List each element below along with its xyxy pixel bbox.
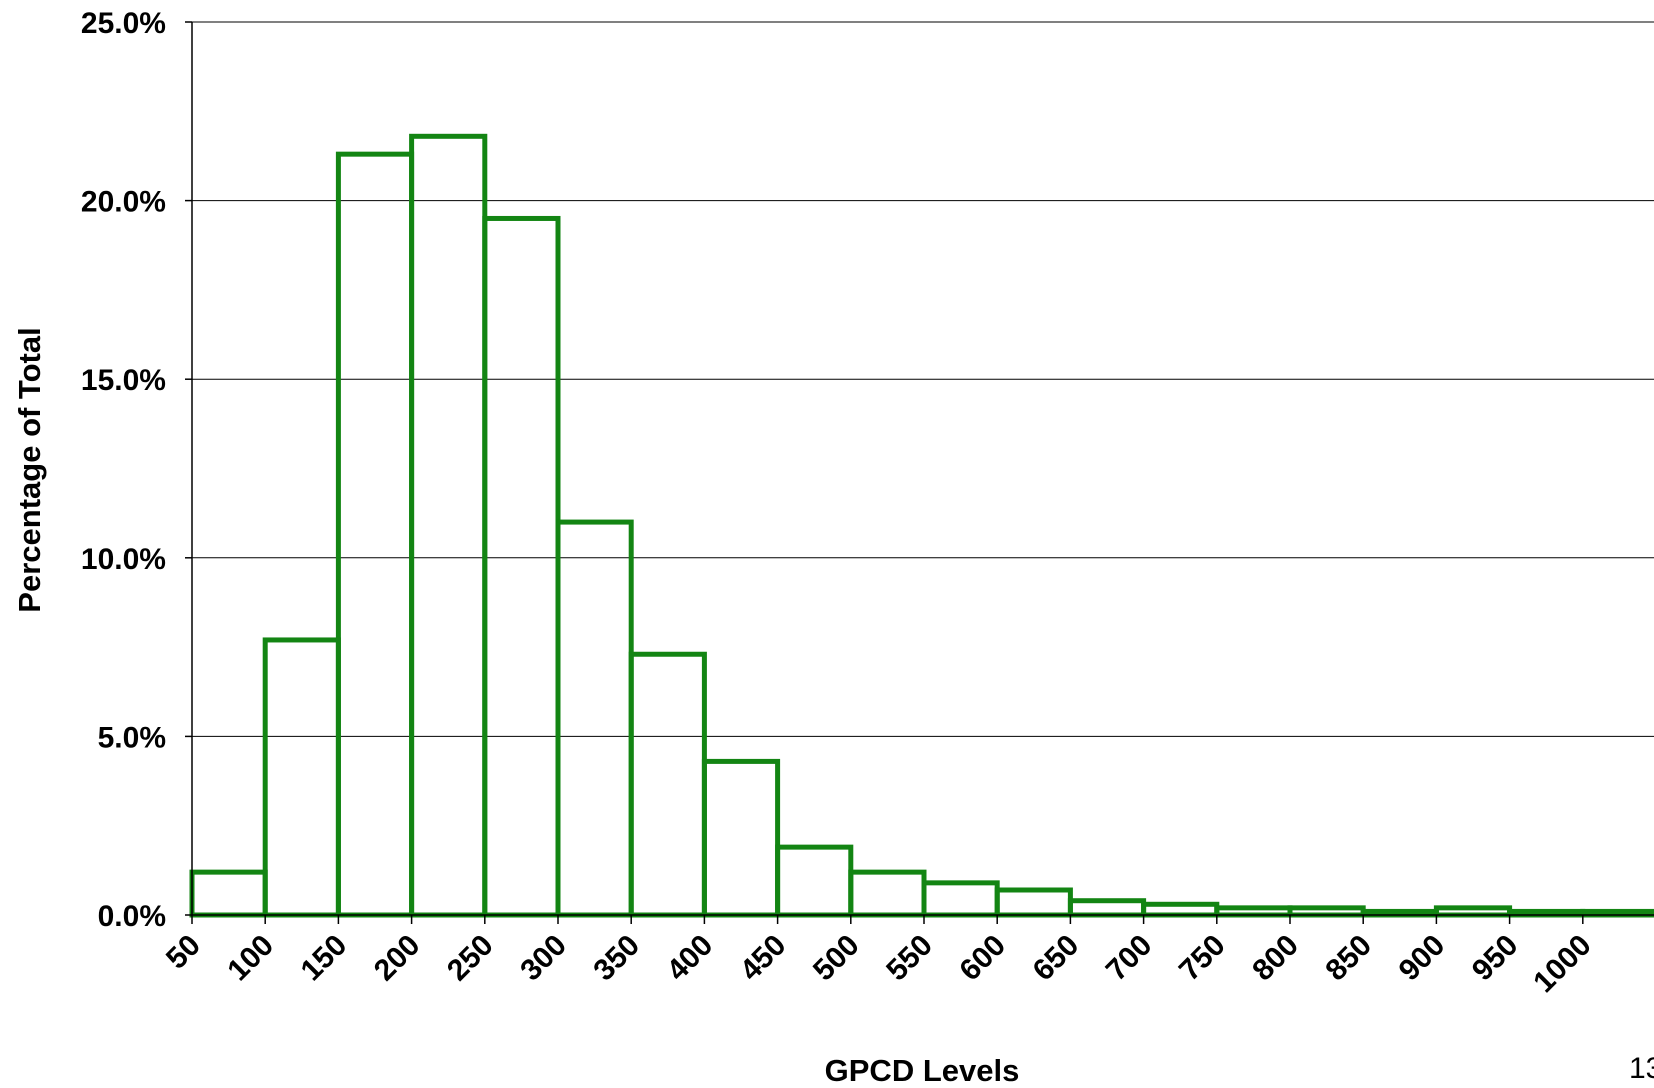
x-tick-labels: 50 100 150 200 250 300 350 400 450 500 550 600 650 70… [160,915,1598,999]
bars [189,133,1654,918]
histogram-bar [848,869,927,918]
x-tick-label: 950 [1466,929,1525,988]
x-tick-label: 300 [514,929,573,988]
histogram-bar [1141,901,1220,918]
y-tick-label: 5.0% [98,721,166,754]
histogram-bar [555,519,634,918]
axes [191,22,1654,916]
x-tick-label: 50 [160,929,207,976]
x-tick-label: 150 [295,929,354,988]
x-tick-label: 700 [1100,929,1159,988]
x-tick-label: 250 [441,929,500,988]
histogram-bar [775,844,854,918]
x-axis-title: GPCD Levels [825,1053,1020,1088]
y-tick-label: 10.0% [81,543,166,576]
x-tick-label: 650 [1027,929,1086,988]
x-tick-label: 900 [1393,929,1452,988]
y-tick-label: 20.0% [81,186,166,219]
page-number: 13 [1629,1052,1654,1085]
histogram-bar [335,151,415,918]
x-tick-label: 500 [807,929,866,988]
x-tick-label: 600 [953,929,1012,988]
y-tick-label: 0.0% [98,900,166,933]
y-tick-labels: 0.0% 5.0% 10.0% 15.0% 20.0% 25.0% [81,7,192,933]
x-tick-label: 850 [1319,929,1378,988]
x-tick-label: 100 [221,929,280,988]
histogram-bar [994,887,1073,918]
x-tick-label: 750 [1173,929,1232,988]
histogram-bar [921,880,1000,918]
histogram-bar [1214,905,1293,918]
y-tick-label: 15.0% [81,364,166,397]
histogram-bar [628,651,707,918]
x-tick-label: 200 [368,929,427,988]
x-tick-label: 1000 [1527,929,1598,1000]
y-axis-title: Percentage of Total [12,327,47,612]
histogram-bar [189,869,268,918]
x-tick-label: 400 [661,929,720,988]
histogram-bar [1287,905,1366,918]
histogram-bar [482,215,561,918]
histogram-bar [409,133,488,918]
x-tick-label: 800 [1246,929,1305,988]
x-tick-label: 350 [587,929,646,988]
x-tick-label: 550 [880,929,939,988]
gridlines [192,21,1654,737]
histogram-bar [701,758,781,918]
histogram-bar [1067,898,1147,918]
histogram-bar [262,637,341,918]
x-tick-label: 450 [734,929,793,988]
histogram-bar [1433,905,1513,918]
y-tick-label: 25.0% [81,7,166,40]
